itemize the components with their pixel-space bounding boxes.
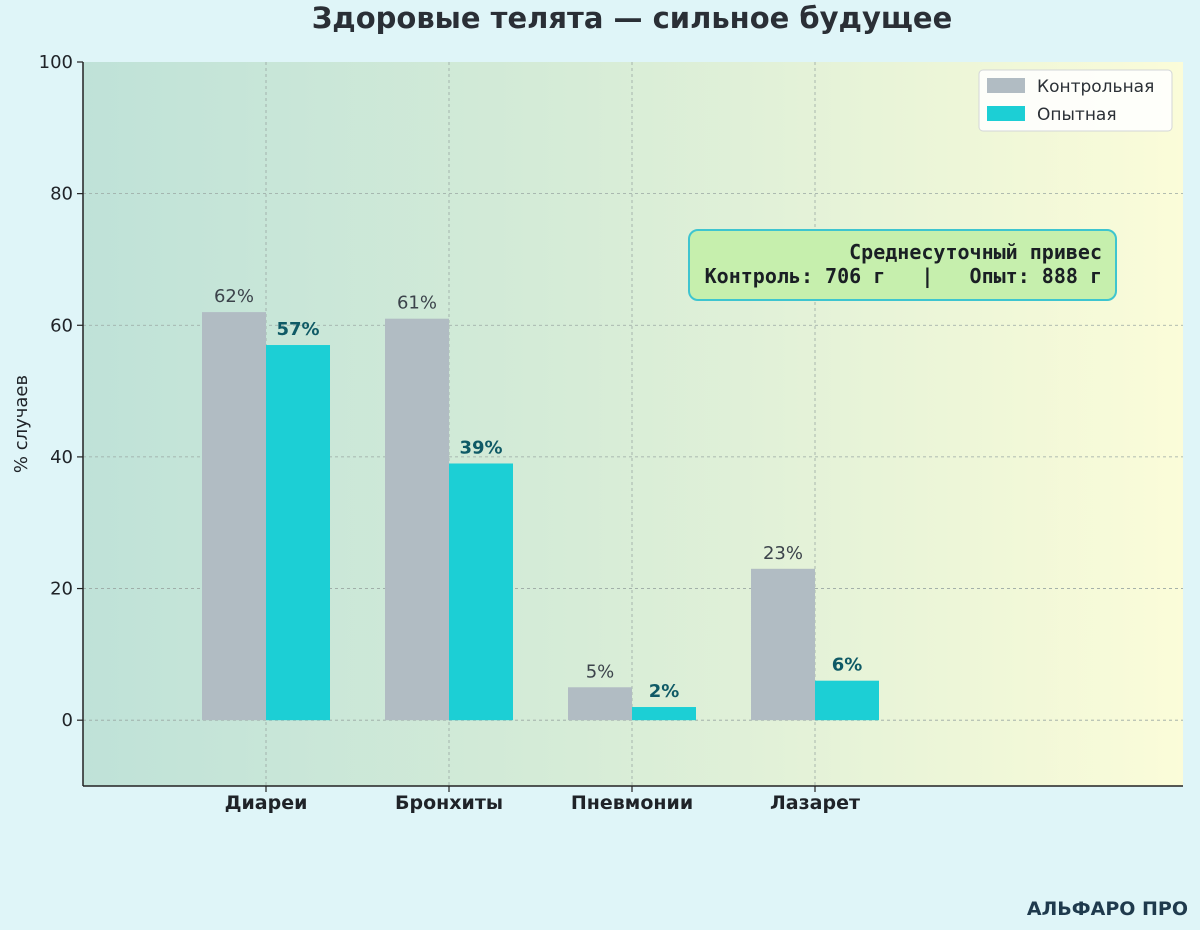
brand-logo-text: АЛЬФАРО ПРО [1027, 898, 1188, 920]
annotation-title: Среднесуточный привес [849, 240, 1102, 264]
chart-title: Здоровые телята — сильное будущее [312, 1, 953, 35]
y-tick-label: 0 [62, 710, 73, 731]
y-axis-label: % случаев [11, 375, 32, 473]
bar-control-3 [751, 568, 815, 721]
annotation-values: Контроль: 706 г | Опыт: 888 г [705, 264, 1102, 288]
bar-control-0 [202, 312, 266, 721]
y-axis-ticks: 0 20 40 60 80 100 [39, 52, 83, 731]
bar-experimental-2 [632, 707, 696, 721]
data-label-experimental-0: 57% [276, 319, 319, 340]
bar-labels: 62% 57% 61% 39% 5% 2% 23% 6% [214, 286, 862, 702]
legend-label-control: Контрольная [1037, 77, 1154, 97]
data-label-experimental-2: 2% [649, 681, 680, 702]
data-label-control-2: 5% [586, 661, 615, 682]
y-tick-label: 40 [50, 447, 73, 468]
bar-experimental-1 [449, 463, 513, 721]
data-label-experimental-3: 6% [832, 655, 863, 676]
data-label-control-0: 62% [214, 286, 254, 307]
bar-control-1 [385, 318, 449, 721]
bar-experimental-3 [815, 680, 879, 721]
x-tick-label: Пневмонии [571, 792, 693, 814]
x-tick-label: Бронхиты [395, 792, 503, 814]
y-tick-label: 80 [50, 184, 73, 205]
data-label-experimental-1: 39% [459, 437, 502, 458]
bar-control-2 [568, 687, 632, 721]
legend-label-experimental: Опытная [1037, 105, 1117, 125]
x-tick-label: Лазарет [770, 792, 860, 814]
category-labels: Диареи Бронхиты Пневмонии Лазарет [225, 786, 860, 814]
data-label-control-3: 23% [763, 543, 803, 564]
y-tick-label: 20 [50, 579, 73, 600]
weight-gain-annotation: Среднесуточный привес Контроль: 706 г | … [688, 229, 1117, 301]
legend: Контрольная Опытная [978, 69, 1173, 132]
x-tick-label: Диареи [225, 792, 308, 814]
bars [202, 312, 879, 721]
data-label-control-1: 61% [397, 293, 437, 314]
y-tick-label: 100 [39, 52, 73, 73]
bar-experimental-0 [266, 345, 330, 721]
legend-swatch-experimental [987, 106, 1025, 121]
legend-swatch-control [987, 78, 1025, 93]
y-tick-label: 60 [50, 315, 73, 336]
